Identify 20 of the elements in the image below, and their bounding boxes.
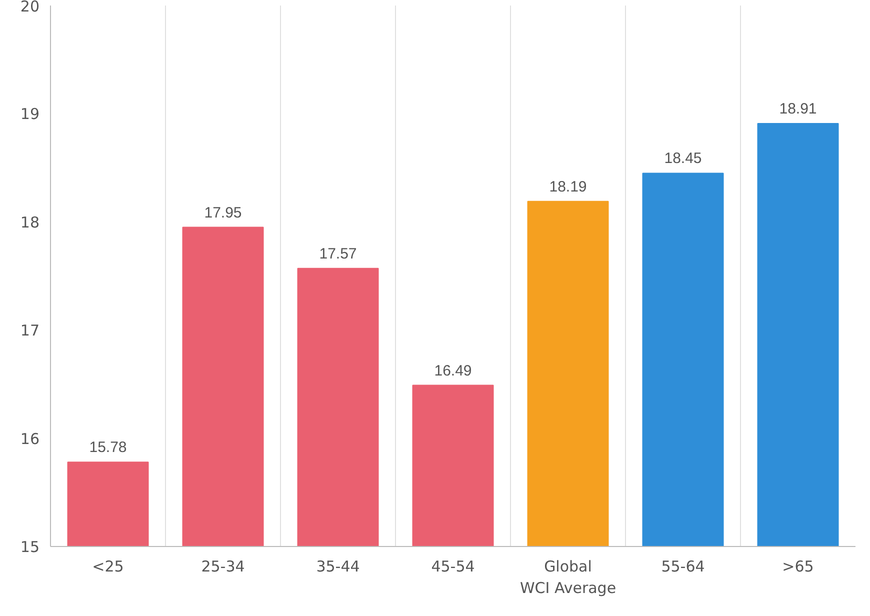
data-label: 16.49 <box>434 362 472 380</box>
y-tick-label: 20 <box>20 0 40 16</box>
data-label: 18.45 <box>664 150 702 168</box>
x-tick-label: >65 <box>782 558 814 576</box>
x-tick-label: 35-44 <box>316 558 360 576</box>
x-tick-label: 25-34 <box>201 558 245 576</box>
data-label: 17.95 <box>204 204 242 222</box>
data-label: 18.91 <box>779 100 817 118</box>
x-tick-label: <25 <box>92 558 124 576</box>
y-tick-label: 16 <box>20 430 40 448</box>
x-tick-label: Global WCI Average <box>520 558 616 598</box>
y-tick-label: 18 <box>20 213 40 232</box>
y-tick-label: 17 <box>20 322 40 340</box>
data-label: 17.57 <box>319 245 357 262</box>
x-tick-label: 45-54 <box>431 558 475 576</box>
data-label: 15.78 <box>89 439 127 456</box>
y-tick-label: 15 <box>20 538 40 556</box>
x-tick-label: 55-64 <box>661 558 705 576</box>
y-tick-label: 19 <box>20 105 40 124</box>
data-label: 18.19 <box>549 178 587 196</box>
